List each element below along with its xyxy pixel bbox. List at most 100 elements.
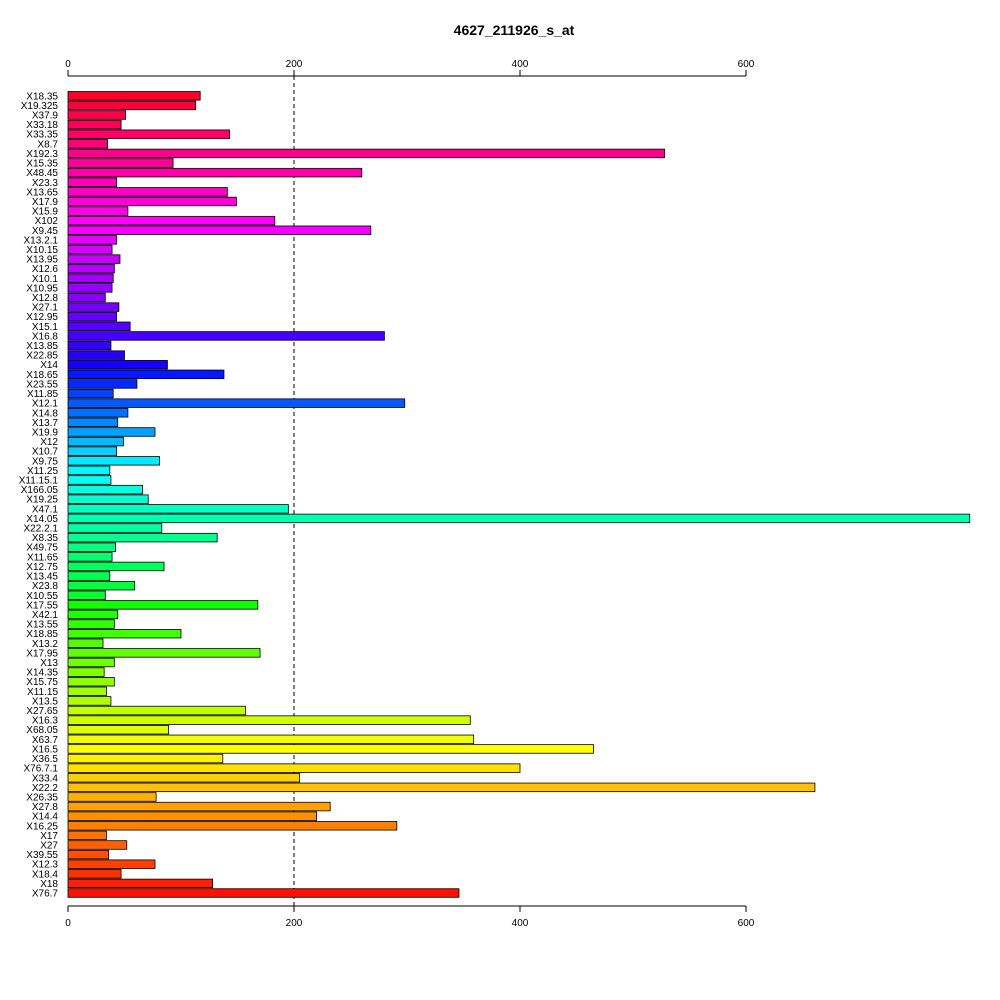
bar (67, 331, 385, 341)
bar (67, 235, 117, 245)
category-label: X19.25 (26, 495, 58, 506)
category-label: X18 (40, 879, 58, 890)
category-label: X17 (40, 831, 58, 842)
bar (67, 609, 119, 620)
bar (67, 792, 157, 802)
bar (67, 475, 112, 485)
category-label: X26.35 (26, 792, 58, 803)
category-label: X42.1 (32, 610, 59, 621)
bar (67, 91, 201, 101)
category-label: X33.18 (26, 120, 58, 131)
category-label: X76.7 (32, 889, 59, 900)
category-label: X12.3 (32, 860, 59, 871)
bar (67, 561, 165, 572)
x-tick-label-top: 200 (286, 59, 303, 70)
axes: 0 200 400 600 0 200 400 600 (65, 59, 755, 929)
bar (67, 859, 156, 869)
bar (67, 552, 113, 562)
bar (67, 571, 111, 581)
category-label: X12.75 (26, 562, 58, 573)
category-label: X19.9 (32, 427, 59, 438)
category-label: X18.4 (32, 869, 59, 880)
category-label: X23.3 (32, 178, 59, 189)
category-label: X23.8 (32, 581, 59, 592)
category-label: X11.15 (27, 687, 58, 698)
bar (67, 254, 121, 264)
bar (67, 446, 117, 456)
category-label: X49.75 (26, 543, 58, 554)
bar (67, 456, 160, 466)
category-label: X10.7 (32, 447, 59, 458)
bar (67, 638, 104, 648)
category-label: X13.45 (26, 572, 58, 583)
bar (67, 888, 460, 898)
bar (67, 321, 131, 332)
category-label: X12.95 (26, 312, 58, 323)
bar (67, 244, 113, 255)
category-label: X15.35 (26, 159, 58, 170)
category-label: X76.7.1 (24, 764, 59, 775)
x-tick-label-top: 400 (512, 59, 529, 70)
category-label: X27.65 (26, 706, 58, 717)
category-label: X16.3 (32, 716, 59, 727)
bar (67, 465, 111, 476)
category-label: X18.65 (26, 370, 58, 381)
category-label: X13.65 (26, 187, 58, 198)
bar (67, 215, 276, 226)
category-label: X22.2.1 (24, 524, 59, 535)
bar (67, 648, 261, 658)
bar (67, 263, 115, 274)
bar (67, 532, 218, 543)
category-label: X63.7 (32, 735, 59, 746)
category-label: X12.1 (32, 399, 59, 410)
category-label: X14.05 (26, 514, 58, 525)
category-label: X27.1 (32, 303, 59, 314)
bar (67, 417, 119, 428)
bar (67, 590, 106, 600)
category-labels: X18.35X19.325X37.9X33.18X33.35X8.7X192.3… (19, 91, 59, 899)
category-label: X10.15 (26, 245, 58, 256)
category-label: X13.7 (32, 418, 59, 429)
bar (67, 360, 168, 370)
bar (67, 484, 143, 495)
category-label: X15.9 (32, 207, 59, 218)
x-tick-label-bottom: 200 (286, 918, 303, 929)
category-label: X14 (40, 360, 58, 371)
bar (67, 830, 107, 841)
bar (67, 580, 136, 591)
bar (67, 340, 112, 351)
bar (67, 869, 122, 879)
bar (67, 350, 125, 360)
category-label: X192.3 (26, 149, 58, 160)
category-label: X10.95 (26, 283, 58, 294)
category-label: X33.4 (32, 773, 59, 784)
bar (67, 167, 363, 178)
bar (67, 283, 113, 293)
x-tick-label-top: 0 (65, 59, 71, 70)
bar (67, 494, 149, 504)
bar (67, 436, 124, 447)
bar (67, 177, 117, 187)
category-label: X9.45 (32, 226, 59, 237)
bar (67, 677, 115, 687)
x-tick-label-bottom: 0 (65, 918, 71, 929)
bar (67, 206, 129, 216)
category-label: X13.2 (32, 639, 59, 650)
bar (67, 187, 228, 197)
category-label: X13 (40, 658, 58, 669)
bar (67, 129, 230, 139)
category-label: X166.05 (21, 485, 59, 496)
category-label: X47.1 (32, 504, 59, 515)
bar (67, 312, 117, 322)
category-label: X10.1 (32, 274, 59, 285)
bar (67, 686, 107, 697)
category-label: X16.5 (32, 744, 59, 755)
bar (67, 715, 471, 725)
category-label: X17.95 (26, 648, 58, 659)
bar (67, 782, 816, 793)
category-label: X11.15.1 (19, 476, 59, 487)
category-label: X15.75 (26, 677, 58, 688)
category-label: X13.5 (32, 696, 59, 707)
bars (67, 91, 971, 898)
